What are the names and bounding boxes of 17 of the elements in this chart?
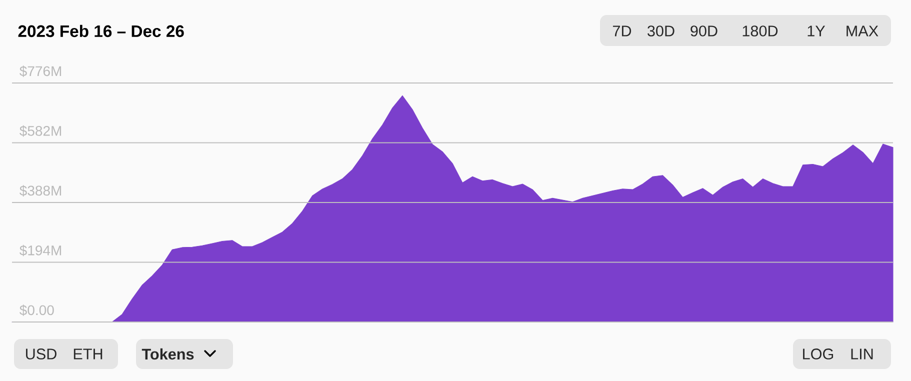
text: 30D <box>648 26 674 36</box>
y-tick-label: $0.00 <box>20 304 54 316</box>
text: LIN <box>851 348 873 360</box>
text: ETH <box>74 348 102 360</box>
text: 90D <box>690 26 718 36</box>
text: Tokens <box>142 348 194 360</box>
text: 180D <box>742 26 778 36</box>
text: LOG <box>803 348 834 360</box>
y-tick-label: $388M <box>20 185 62 196</box>
chart-title: 2023 Feb 16 – Dec 26 <box>18 24 184 38</box>
y-tick-label: $776M <box>20 66 62 77</box>
text: 1Y <box>808 26 826 36</box>
text: MAX <box>846 26 878 36</box>
y-tick-label: $194M <box>20 244 62 256</box>
y-tick-label: $582M <box>20 125 62 137</box>
text: 7D <box>612 26 632 36</box>
text: USD <box>26 348 56 360</box>
